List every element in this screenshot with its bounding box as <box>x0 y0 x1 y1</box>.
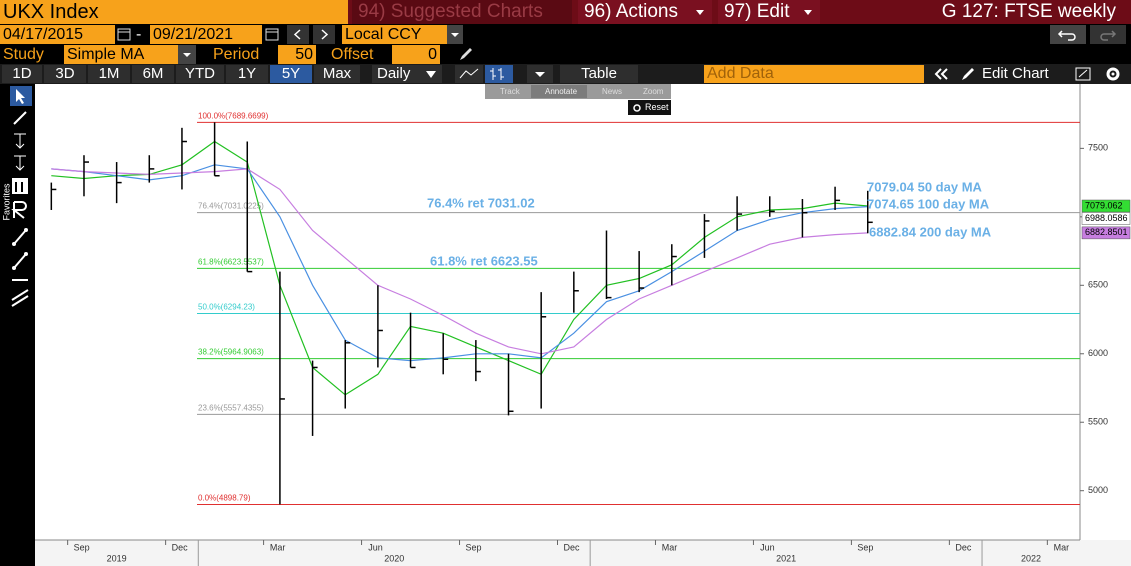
calendar-icon[interactable] <box>264 26 280 43</box>
pen-icon[interactable] <box>456 45 476 64</box>
calendar-icon[interactable] <box>116 26 132 43</box>
page-title: G 127: FTSE weekly <box>941 1 1116 22</box>
y-tick-label: 6500 <box>1088 280 1108 290</box>
y-tick-label: 7500 <box>1088 143 1108 153</box>
retracement-label: 61.8%(6623.5537) <box>198 257 264 266</box>
year-label: 2022 <box>1021 553 1041 563</box>
x-axis-background <box>35 540 1131 566</box>
last-value-label: 6882.8501 <box>1085 227 1128 237</box>
retracement-label: 23.6%(5557.4355) <box>198 403 264 412</box>
range-button[interactable]: Max <box>314 65 360 83</box>
currency-field[interactable]: Local CCY <box>342 25 447 44</box>
annotation: 7074.65 100 day MA <box>867 196 990 211</box>
year-label: 2020 <box>384 553 404 563</box>
annotation: 6882.84 200 day MA <box>869 224 992 239</box>
favorites-label[interactable]: Favorites <box>1 183 11 221</box>
period-field[interactable]: 50 <box>278 45 316 64</box>
x-tick-label: Jun <box>368 542 383 552</box>
x-tick-label: Mar <box>1054 542 1070 552</box>
x-tick-label: Dec <box>563 542 580 552</box>
range-button[interactable]: 6M <box>132 65 174 83</box>
start-date[interactable]: 04/17/2015 <box>0 25 115 44</box>
period-label: Period <box>213 46 260 63</box>
date-separator: - <box>136 26 142 43</box>
annotate-tool[interactable]: Annotate <box>531 85 587 98</box>
plot-background <box>35 84 1080 540</box>
table-button[interactable]: Table <box>560 65 638 83</box>
actions-menu[interactable]: 96) Actions <box>578 0 690 24</box>
zoom-tool[interactable]: Zoom <box>643 87 664 96</box>
end-date[interactable]: 09/21/2021 <box>150 25 262 44</box>
dropdown-arrow[interactable] <box>447 25 463 44</box>
study-label: Study <box>3 46 44 63</box>
y-tick-label: 6000 <box>1088 348 1108 358</box>
tool-strip: Favorites <box>0 84 35 566</box>
suggested-charts[interactable]: 94) Suggested Charts <box>352 0 572 24</box>
annotation: 7079.04 50 day MA <box>867 179 983 194</box>
offset-field[interactable]: 0 <box>392 45 440 64</box>
retracement-label: 0.0%(4898.79) <box>198 494 251 503</box>
y-tick-label: 5000 <box>1088 485 1108 495</box>
x-tick-label: Jun <box>760 542 775 552</box>
edit-icon <box>962 68 974 80</box>
x-tick-label: Sep <box>74 542 90 552</box>
range-button[interactable]: 1Y <box>226 65 268 83</box>
year-label: 2021 <box>776 553 796 563</box>
x-tick-label: Sep <box>857 542 873 552</box>
range-button[interactable]: YTD <box>176 65 224 83</box>
news-tool[interactable]: News <box>602 87 623 96</box>
x-tick-label: Sep <box>466 542 482 552</box>
last-value-label: 6988.0586 <box>1085 213 1128 223</box>
moving-average <box>51 164 868 362</box>
moving-average <box>51 168 868 355</box>
last-value-badge <box>1081 199 1131 213</box>
x-tick-label: Dec <box>955 542 972 552</box>
year-label: 2019 <box>107 553 127 563</box>
retracement-label: 100.0%(7689.6699) <box>198 111 269 120</box>
x-tick-label: Mar <box>662 542 678 552</box>
last-value-badge <box>1081 226 1131 240</box>
range-button[interactable]: 5Y <box>270 65 312 83</box>
dropdown-arrow[interactable] <box>178 45 196 64</box>
security-field[interactable]: UKX Index <box>0 0 348 24</box>
nav-buttons[interactable] <box>287 25 335 44</box>
frequency-menu[interactable]: Daily <box>372 65 442 83</box>
track-tool[interactable]: Track <box>500 87 520 96</box>
last-value-label: 7079.062 <box>1085 200 1123 210</box>
collapse-button[interactable] <box>930 65 954 83</box>
chart: 500055006000650070007500SepDecMarJunSepD… <box>35 84 1131 566</box>
chart-type-buttons[interactable] <box>455 65 555 83</box>
retracement-label: 76.4%(7031.0225) <box>198 202 264 211</box>
offset-label: Offset <box>331 46 374 63</box>
moving-average <box>51 140 868 396</box>
dropdown-arrow <box>798 0 820 24</box>
reset-icon <box>633 104 641 112</box>
annotation: 61.8% ret 6623.55 <box>430 253 538 268</box>
last-value-badge <box>1081 212 1131 225</box>
x-tick-label: Mar <box>270 542 286 552</box>
add-data-field[interactable]: Add Data <box>704 65 924 83</box>
study-field[interactable]: Simple MA <box>64 45 178 64</box>
range-button[interactable]: 1D <box>2 65 42 83</box>
dropdown-arrow <box>690 0 712 24</box>
edit-chart-button[interactable]: Edit Chart <box>982 65 1049 82</box>
edit-menu[interactable]: 97) Edit <box>718 0 798 24</box>
dropdown-arrow <box>426 71 436 78</box>
undo-redo[interactable] <box>1050 25 1128 44</box>
y-axis-background <box>1080 84 1131 540</box>
annotation: 76.4% ret 7031.02 <box>427 195 535 210</box>
range-button[interactable]: 3D <box>44 65 86 83</box>
y-tick-label: 5500 <box>1088 417 1108 427</box>
range-button[interactable]: 1M <box>88 65 130 83</box>
range-buttons: 1D 3D 1M 6M YTD 1Y 5Y Max <box>0 64 370 84</box>
x-tick-label: Dec <box>172 542 189 552</box>
settings-buttons[interactable] <box>1072 65 1130 83</box>
retracement-label: 38.2%(5964.9063) <box>198 348 264 357</box>
retracement-label: 50.0%(6294.23) <box>198 303 255 312</box>
